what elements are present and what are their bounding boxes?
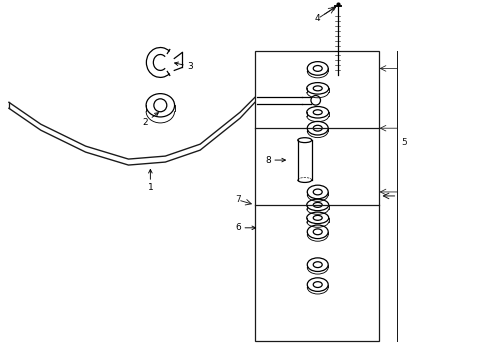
Text: 4: 4 [314,7,335,23]
Text: 5: 5 [401,138,407,147]
Text: 6: 6 [235,223,255,232]
Text: 8: 8 [264,156,285,165]
Text: 7: 7 [235,195,241,204]
Bar [254,50,379,341]
Text: 2: 2 [142,113,158,127]
Text: 3: 3 [174,62,193,71]
Text: 1: 1 [147,170,153,193]
